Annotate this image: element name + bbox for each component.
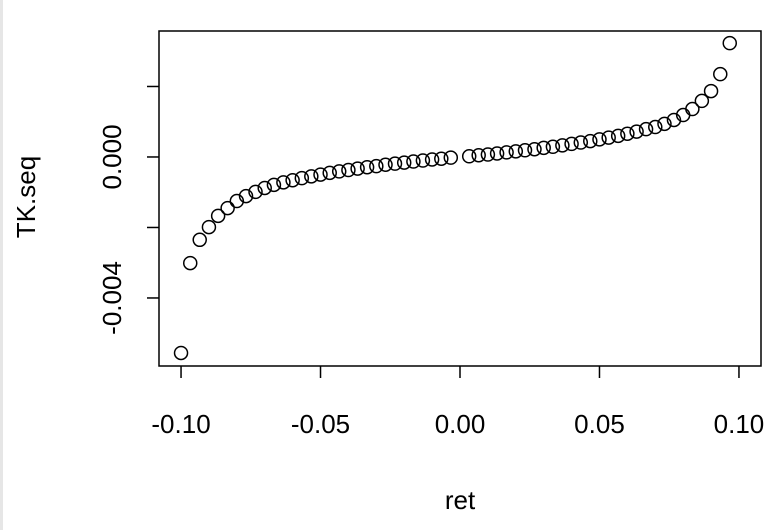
y-axis-label: TK.seq xyxy=(11,156,41,238)
point xyxy=(220,200,235,216)
point xyxy=(703,83,719,99)
point xyxy=(573,135,589,150)
left-border xyxy=(0,0,3,530)
x-tick-label: 0.00 xyxy=(435,409,486,439)
point xyxy=(359,159,375,175)
point xyxy=(564,136,579,152)
point xyxy=(424,152,440,167)
point xyxy=(201,219,217,235)
point xyxy=(583,133,598,149)
x-tick-label: 0.05 xyxy=(574,409,625,439)
point xyxy=(285,172,300,188)
point xyxy=(387,156,403,171)
point xyxy=(555,138,570,153)
point xyxy=(694,93,710,109)
point xyxy=(369,158,384,174)
point xyxy=(527,141,542,157)
point xyxy=(266,177,282,193)
x-axis-label: ret xyxy=(445,485,476,515)
point xyxy=(229,193,245,209)
point xyxy=(248,184,263,200)
point xyxy=(350,161,365,176)
point xyxy=(341,162,356,178)
point xyxy=(322,165,337,181)
point xyxy=(192,232,207,248)
point xyxy=(210,208,226,224)
point xyxy=(443,150,459,165)
y-tick-label: 0.000 xyxy=(97,124,127,189)
y-tick-label: -0.004 xyxy=(97,261,127,335)
point xyxy=(629,124,644,139)
point xyxy=(434,151,449,166)
point xyxy=(517,143,533,158)
point xyxy=(461,149,477,164)
point xyxy=(499,145,514,160)
point xyxy=(182,255,198,271)
point xyxy=(666,112,682,128)
point xyxy=(406,154,421,169)
point xyxy=(536,140,551,156)
point xyxy=(238,188,254,204)
point xyxy=(722,35,738,51)
point xyxy=(620,126,635,141)
point xyxy=(610,128,626,144)
x-tick-label: 0.10 xyxy=(714,409,765,439)
point xyxy=(545,139,561,155)
point xyxy=(638,121,654,137)
point xyxy=(713,66,728,82)
point xyxy=(378,157,393,172)
point xyxy=(396,155,412,170)
point xyxy=(257,180,272,196)
point xyxy=(173,345,189,361)
point xyxy=(415,153,431,168)
point xyxy=(685,101,700,117)
point xyxy=(313,167,328,182)
plot-box xyxy=(158,30,762,367)
point xyxy=(304,169,319,184)
point xyxy=(489,146,505,161)
point xyxy=(331,164,347,179)
point xyxy=(480,147,496,162)
point xyxy=(508,144,524,159)
x-tick-label: -0.10 xyxy=(151,409,210,439)
point xyxy=(648,119,663,135)
point xyxy=(294,170,310,186)
point xyxy=(657,116,672,132)
point xyxy=(601,130,616,145)
point xyxy=(592,132,607,147)
point xyxy=(471,147,486,163)
point xyxy=(276,175,291,190)
x-tick-label: -0.05 xyxy=(291,409,350,439)
